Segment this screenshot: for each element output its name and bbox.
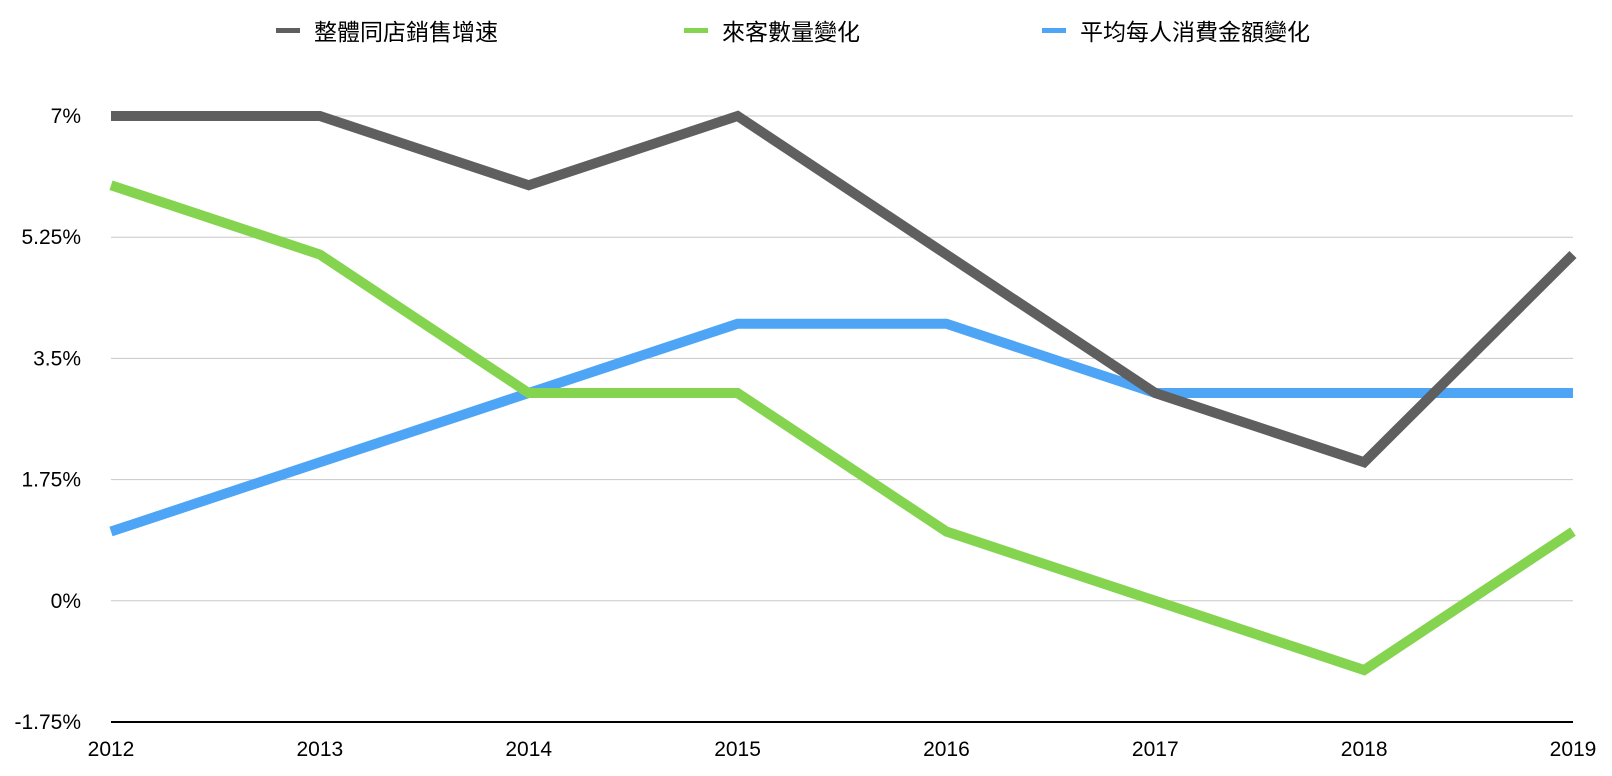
x-tick-label: 2012 [88,738,135,761]
y-tick-label: 1.75% [21,469,81,492]
legend-item-same-store-sales: 整體同店銷售增速 [276,14,498,46]
legend-label-avg-spend: 平均每人消費金額變化 [1080,19,1310,45]
x-tick-label: 2015 [714,738,761,761]
series-lines [109,110,1577,676]
y-tick-label: 5.25% [21,226,81,249]
legend-swatch-same-store-sales [276,27,300,33]
gridlines [111,115,1573,723]
x-tick-label: 2013 [296,738,343,761]
x-tick-label: 2018 [1341,738,1388,761]
y-tick-label: 0% [51,590,81,613]
legend-label-same-store-sales: 整體同店銷售增速 [314,19,498,45]
legend-swatch-avg-spend [1042,27,1066,33]
x-tick-label: 2014 [505,738,552,761]
y-tick-label: 3.5% [33,347,81,370]
series-line-1 [109,180,1576,676]
series-line-2 [109,318,1573,537]
series-line-0 [111,110,1577,468]
legend-swatch-customer-count [684,27,708,33]
legend-label-customer-count: 來客數量變化 [722,19,860,45]
legend-item-avg-spend: 平均每人消費金額變化 [1042,14,1310,46]
chart-legend: 整體同店銷售增速 來客數量變化 平均每人消費金額變化 [0,14,1612,46]
y-axis-ticks: -1.75% 0% 1.75% 3.5% 5.25% 7% [14,105,81,734]
x-tick-label: 2019 [1550,738,1597,761]
x-tick-label: 2016 [923,738,970,761]
x-tick-label: 2017 [1132,738,1179,761]
y-tick-label: -1.75% [14,711,81,734]
y-tick-label: 7% [51,105,81,128]
x-axis-ticks: 2012 2013 2014 2015 2016 2017 2018 2019 [88,738,1597,761]
legend-item-customer-count: 來客數量變化 [684,14,860,46]
